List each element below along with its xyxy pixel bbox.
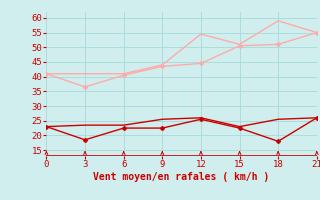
X-axis label: Vent moyen/en rafales ( km/h ): Vent moyen/en rafales ( km/h ) — [93, 172, 270, 182]
